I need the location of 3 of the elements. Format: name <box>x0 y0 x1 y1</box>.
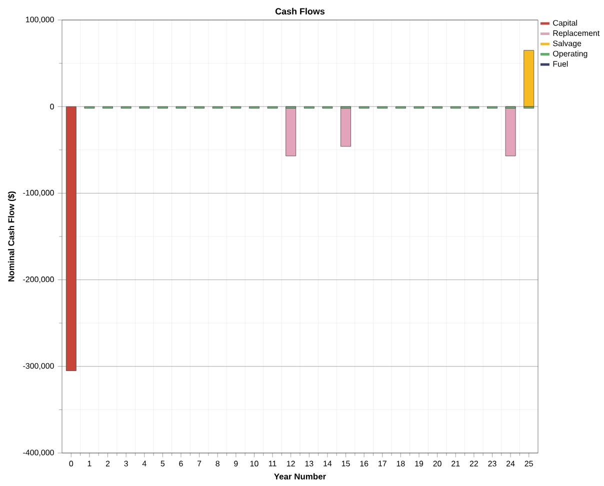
chart-title: Cash Flows <box>275 8 325 15</box>
y-axis-title: Nominal Cash Flow ($) <box>8 192 16 282</box>
x-axis-title: Year Number <box>274 473 326 480</box>
